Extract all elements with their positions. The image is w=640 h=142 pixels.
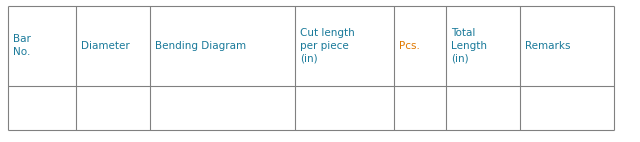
Text: Pcs.: Pcs. [399,41,420,51]
Text: Remarks: Remarks [525,41,570,51]
Text: Bending Diagram: Bending Diagram [155,41,246,51]
Text: Total
Length
(in): Total Length (in) [451,28,487,64]
Text: Cut length
per piece
(in): Cut length per piece (in) [300,28,355,64]
Text: Bar
No.: Bar No. [13,34,31,57]
Text: Diameter: Diameter [81,41,129,51]
